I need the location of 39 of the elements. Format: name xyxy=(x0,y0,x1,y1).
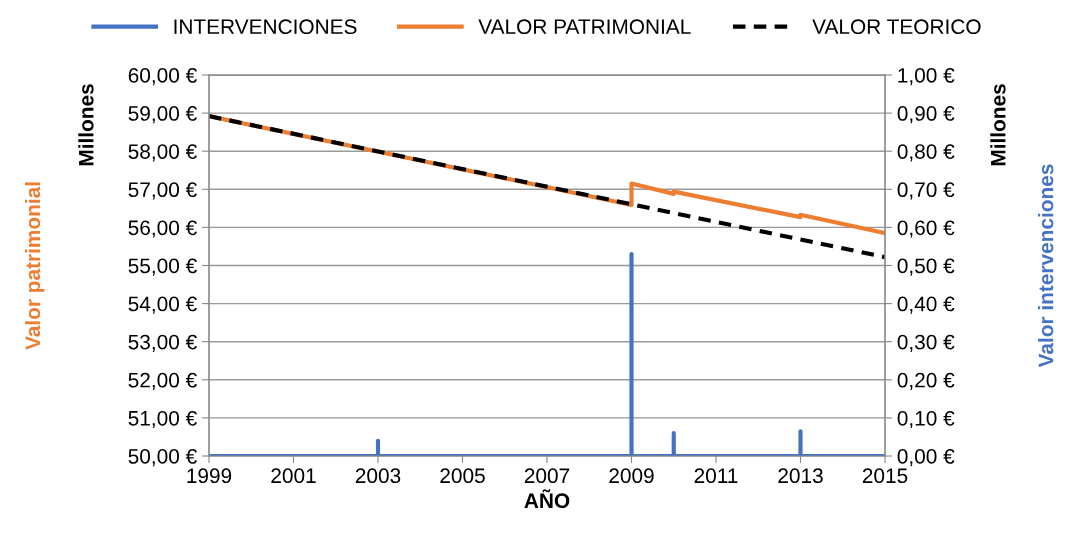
text: Millones xyxy=(990,84,1006,166)
y2-tick-label: 0,40 € xyxy=(897,296,955,314)
legend-label: VALOR PATRIMONIAL xyxy=(478,19,691,35)
x-tick-label: 2009 xyxy=(609,468,654,484)
y2-tick-label: 0,30 € xyxy=(897,334,955,352)
legend-label: INTERVENCIONES xyxy=(174,19,357,35)
y-tick-label: 52,00 € xyxy=(128,372,197,391)
y2-tick-label: 0,50 € xyxy=(897,258,955,276)
y2-tick-label: 0,80 € xyxy=(897,144,955,162)
x-tick-label: 2011 xyxy=(694,468,738,484)
x-tick-label: 2001 xyxy=(271,468,316,484)
x-tick-label: 2015 xyxy=(862,468,908,484)
x-tick-label: 2013 xyxy=(778,468,823,484)
y-axis-title: Valor patrimonial xyxy=(24,182,45,350)
text: Millones xyxy=(78,84,94,166)
x-tick-label: 2005 xyxy=(440,468,485,484)
y-tick-label: 51,00 € xyxy=(128,410,197,429)
y2-tick-label: 0,00 € xyxy=(897,449,955,467)
x-tick-label: 1999 xyxy=(187,468,232,484)
x-tick-label: 2007 xyxy=(524,468,570,484)
y2-tick-label: 0,10 € xyxy=(897,410,955,429)
y2-tick-label: 0,60 € xyxy=(897,220,955,238)
legend-label: VALOR TEORICO xyxy=(812,19,981,35)
y-tick-label: 53,00 € xyxy=(128,334,197,352)
y2-tick-label: 0,20 € xyxy=(897,372,955,391)
y2-tick-label: 1,00 € xyxy=(898,68,955,86)
y-tick-label: 56,00 € xyxy=(128,220,197,238)
y2-tick-label: 0,70 € xyxy=(897,182,955,200)
y2-tick-label: 0,90 € xyxy=(897,106,955,124)
y-tick-label: 55,00 € xyxy=(128,258,197,276)
y-tick-label: 59,00 € xyxy=(128,106,197,124)
y-tick-label: 60,00 € xyxy=(128,68,197,86)
y-tick-label: 58,00 € xyxy=(128,144,197,162)
x-axis-title: AÑO xyxy=(524,489,570,509)
x-tick-label: 2003 xyxy=(355,468,401,484)
y2-axis-title: Valor intervenciones xyxy=(1038,164,1054,368)
y-tick-label: 54,00 € xyxy=(128,296,197,314)
y-tick-label: 50,00 € xyxy=(128,449,197,467)
y-tick-label: 57,00 € xyxy=(128,182,197,200)
